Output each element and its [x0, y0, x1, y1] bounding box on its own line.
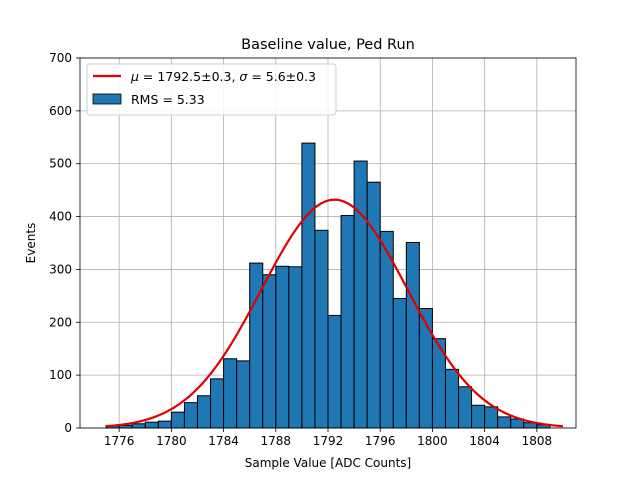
histogram-bar — [418, 308, 433, 429]
y-tick-label: 0 — [64, 421, 72, 435]
x-tick-label: 1784 — [208, 434, 239, 448]
histogram-bar — [366, 181, 381, 429]
legend-fit-label: μ = 1792.5±0.3, σ = 5.6±0.3 — [130, 69, 316, 84]
histogram-bar — [236, 360, 251, 429]
histogram-bar — [353, 160, 368, 429]
x-tick-label: 1780 — [156, 434, 187, 448]
gaussian-fit-curve — [106, 198, 564, 428]
x-tick-label: 1796 — [365, 434, 396, 448]
y-tick-label: 400 — [49, 210, 72, 224]
histogram-bar — [210, 378, 225, 429]
histogram-bar — [223, 358, 238, 429]
x-tick-label: 1808 — [522, 434, 553, 448]
histogram-bar — [249, 262, 264, 429]
histogram-bar — [275, 265, 290, 429]
histogram-bar — [471, 404, 486, 429]
y-tick-label: 300 — [49, 262, 72, 276]
y-tick-label: 100 — [49, 368, 72, 382]
chart-title: Baseline value, Ped Run — [241, 37, 415, 53]
x-tick-label: 1800 — [417, 434, 448, 448]
histogram-bar — [170, 411, 185, 429]
histogram-bar — [301, 142, 316, 429]
legend-rms-label: RMS = 5.33 — [131, 92, 205, 107]
x-axis-label: Sample Value [ADC Counts] — [245, 456, 411, 470]
histogram-bar — [497, 416, 512, 429]
histogram-bar — [131, 423, 146, 429]
x-tick-label: 1788 — [261, 434, 292, 448]
histogram-bar — [340, 215, 355, 429]
histogram-bar — [458, 386, 473, 429]
histogram-bar — [444, 368, 460, 429]
y-tick-label: 700 — [49, 51, 72, 65]
legend-frame — [86, 63, 337, 116]
y-tick-label: 500 — [49, 157, 72, 171]
y-axis-label: Events — [24, 223, 38, 264]
fit-layer — [106, 198, 564, 428]
histogram-bar — [196, 395, 212, 429]
y-tick-label: 600 — [49, 104, 72, 118]
histogram-bar — [314, 229, 329, 429]
histogram-bar — [183, 402, 198, 429]
y-axis: 0 100 200 300 400 500 600 700 — [49, 51, 80, 435]
histogram-bar — [392, 298, 407, 429]
histogram-bar — [327, 314, 342, 429]
histogram-bar — [484, 406, 499, 429]
legend-histogram-swatch — [92, 93, 122, 105]
x-tick-label: 1776 — [104, 434, 135, 448]
histogram-bar — [405, 241, 420, 429]
y-tick-label: 200 — [49, 315, 72, 329]
x-axis: 1776 1780 1784 1788 1792 1796 1800 1804 1808 — [104, 428, 552, 448]
histogram-bars — [105, 142, 551, 429]
histogram-bar — [144, 421, 159, 429]
histogram-bar — [157, 420, 172, 429]
histogram-bar — [262, 274, 277, 429]
legend: μ = 1792.5±0.3, σ = 5.6±0.3 RMS = 5.33 — [86, 63, 337, 116]
x-tick-label: 1804 — [469, 434, 500, 448]
x-tick-label: 1792 — [313, 434, 344, 448]
histogram-bar — [288, 266, 303, 429]
